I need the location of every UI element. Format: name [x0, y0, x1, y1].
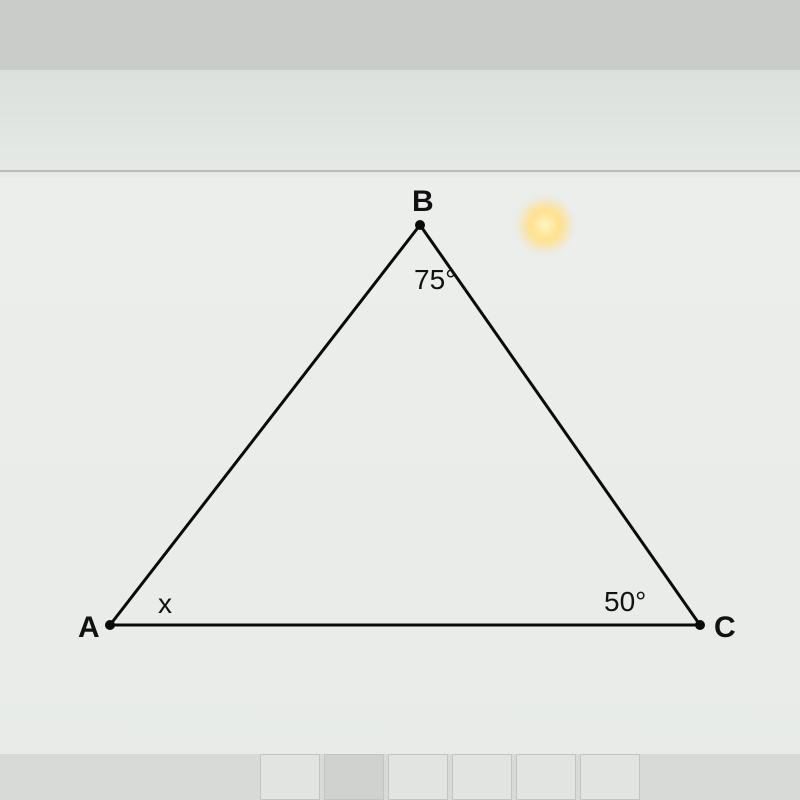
vertex-label-A: A	[78, 611, 100, 644]
divider-line	[0, 170, 800, 172]
toolbar-cell[interactable]	[388, 754, 448, 800]
toolbar-cell[interactable]	[324, 754, 384, 800]
angle-label-C: 50°	[604, 586, 646, 617]
triangle-diagram: A B Cx 75° 50°	[60, 185, 740, 705]
top-strip	[0, 0, 800, 70]
vertex-label-C: C	[714, 611, 736, 644]
angle-label-B: 75°	[414, 264, 456, 295]
angle-label-A: x	[158, 588, 172, 619]
toolbar-cell[interactable]	[580, 754, 640, 800]
vertex-label-B: B	[412, 185, 434, 218]
toolbar-cell[interactable]	[260, 754, 320, 800]
toolbar-cell[interactable]	[516, 754, 576, 800]
bottom-toolbar	[0, 754, 800, 800]
toolbar-cell[interactable]	[452, 754, 512, 800]
